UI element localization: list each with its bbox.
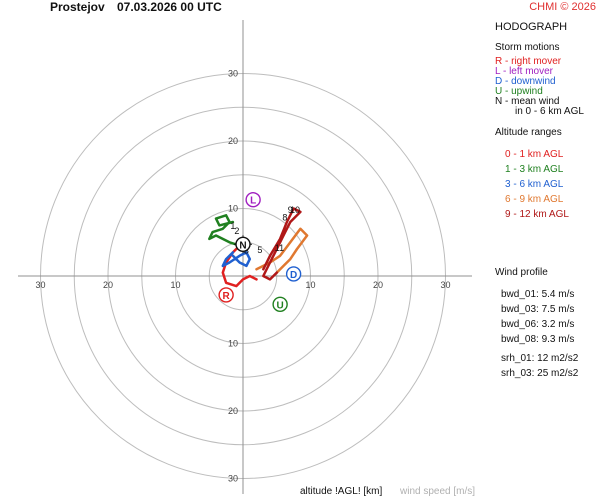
altitude-label: 10 [290,205,300,215]
datetime: 07.03.2026 00 UTC [117,0,222,14]
x-tick-label: 20 [103,280,113,290]
wind-profile-item: srh_03: 25 m2/s2 [501,368,579,379]
storm-motion-marker [285,266,302,282]
altitude-label: 11 [275,243,284,253]
y-tick-label: 30 [228,474,238,484]
wind-profile-list: bwd_01: 5.4 m/s bwd_03: 7.5 m/s bwd_06: 3.… [501,287,578,381]
y-tick-label: 20 [228,136,238,146]
x-tick-label: 10 [305,280,315,290]
x-tick-label: 20 [373,280,383,290]
storm-motion-marker [245,192,261,208]
storm-motion-marker [272,296,288,313]
y-tick-label: 20 [228,406,238,416]
altitude-label: 1 [230,221,235,231]
y-tick-label: 10 [228,339,238,349]
storm-motion-item: L - left mover [495,66,553,77]
altitude-range-item: 3 - 6 km AGL [505,179,564,190]
storm-motion-item: R - right mover [495,56,562,67]
storm-motion-marker-label: D [290,270,297,281]
storm-motion-item: in 0 - 6 km AGL [515,106,584,117]
wind-profile-item: bwd_08: 9.3 m/s [501,334,575,345]
storm-motion-marker-label: N [239,240,246,251]
storm-motion-marker-label: R [223,291,231,302]
hodograph-segment [255,227,309,274]
altitude-axis-label: altitude !AGL! [km] [300,486,383,497]
panel-title: HODOGRAPH [495,21,568,33]
wind-profile-item: bwd_06: 3.2 m/s [501,319,575,330]
wind-profile-item: srh_01: 12 m2/s2 [501,353,579,364]
y-tick-label: 10 [228,204,238,214]
wind-profile-title: Wind profile [495,267,548,278]
altitude-ranges-title: Altitude ranges [495,127,562,138]
altitude-label: 5 [257,245,262,255]
storm-motion-marker [218,287,234,303]
x-tick-label: 10 [170,280,180,290]
storm-motions-list: R - right mover L - left mover D - downwin… [495,57,584,117]
storm-motions-title: Storm motions [495,42,560,53]
altitude-label: 2 [234,226,239,236]
y-tick-label: 30 [228,69,238,79]
wind-profile-item: bwd_01: 5.4 m/s [501,289,575,300]
storm-motion-marker-label: L [250,196,256,207]
station-name: Prostejov [50,0,105,14]
storm-motion-marker [235,236,251,252]
altitude-label: 8 [282,213,287,223]
altitude-ranges-list: 0 - 1 km AGL 1 - 3 km AGL 3 - 6 km AGL 6 - … [505,147,569,222]
hodograph-segment [221,251,252,268]
storm-motion-item: D - downwind [495,76,556,87]
hodograph-segment [208,214,241,247]
wind-profile-item: bwd_03: 7.5 m/s [501,304,575,315]
storm-motion-item: N - mean wind [495,96,560,107]
x-tick-label: 30 [35,280,45,290]
altitude-range-item: 0 - 1 km AGL [505,149,564,160]
hodograph-segment [262,207,302,281]
altitude-range-item: 1 - 3 km AGL [505,164,564,175]
storm-motion-item: U - upwind [495,86,543,97]
credit: CHMI © 2026 [529,1,596,13]
wind-speed-axis-label: wind speed [m/s] [400,486,476,497]
hodograph-plot: 3020101020303020101020301235118910RLDUN [18,20,472,494]
hodograph-segment [221,244,258,288]
altitude-label: 9 [288,205,293,215]
x-tick-label: 30 [440,280,450,290]
altitude-range-item: 6 - 9 km AGL [505,194,564,205]
altitude-range-item: 9 - 12 km AGL [505,209,569,220]
storm-motion-marker-label: U [277,300,284,311]
